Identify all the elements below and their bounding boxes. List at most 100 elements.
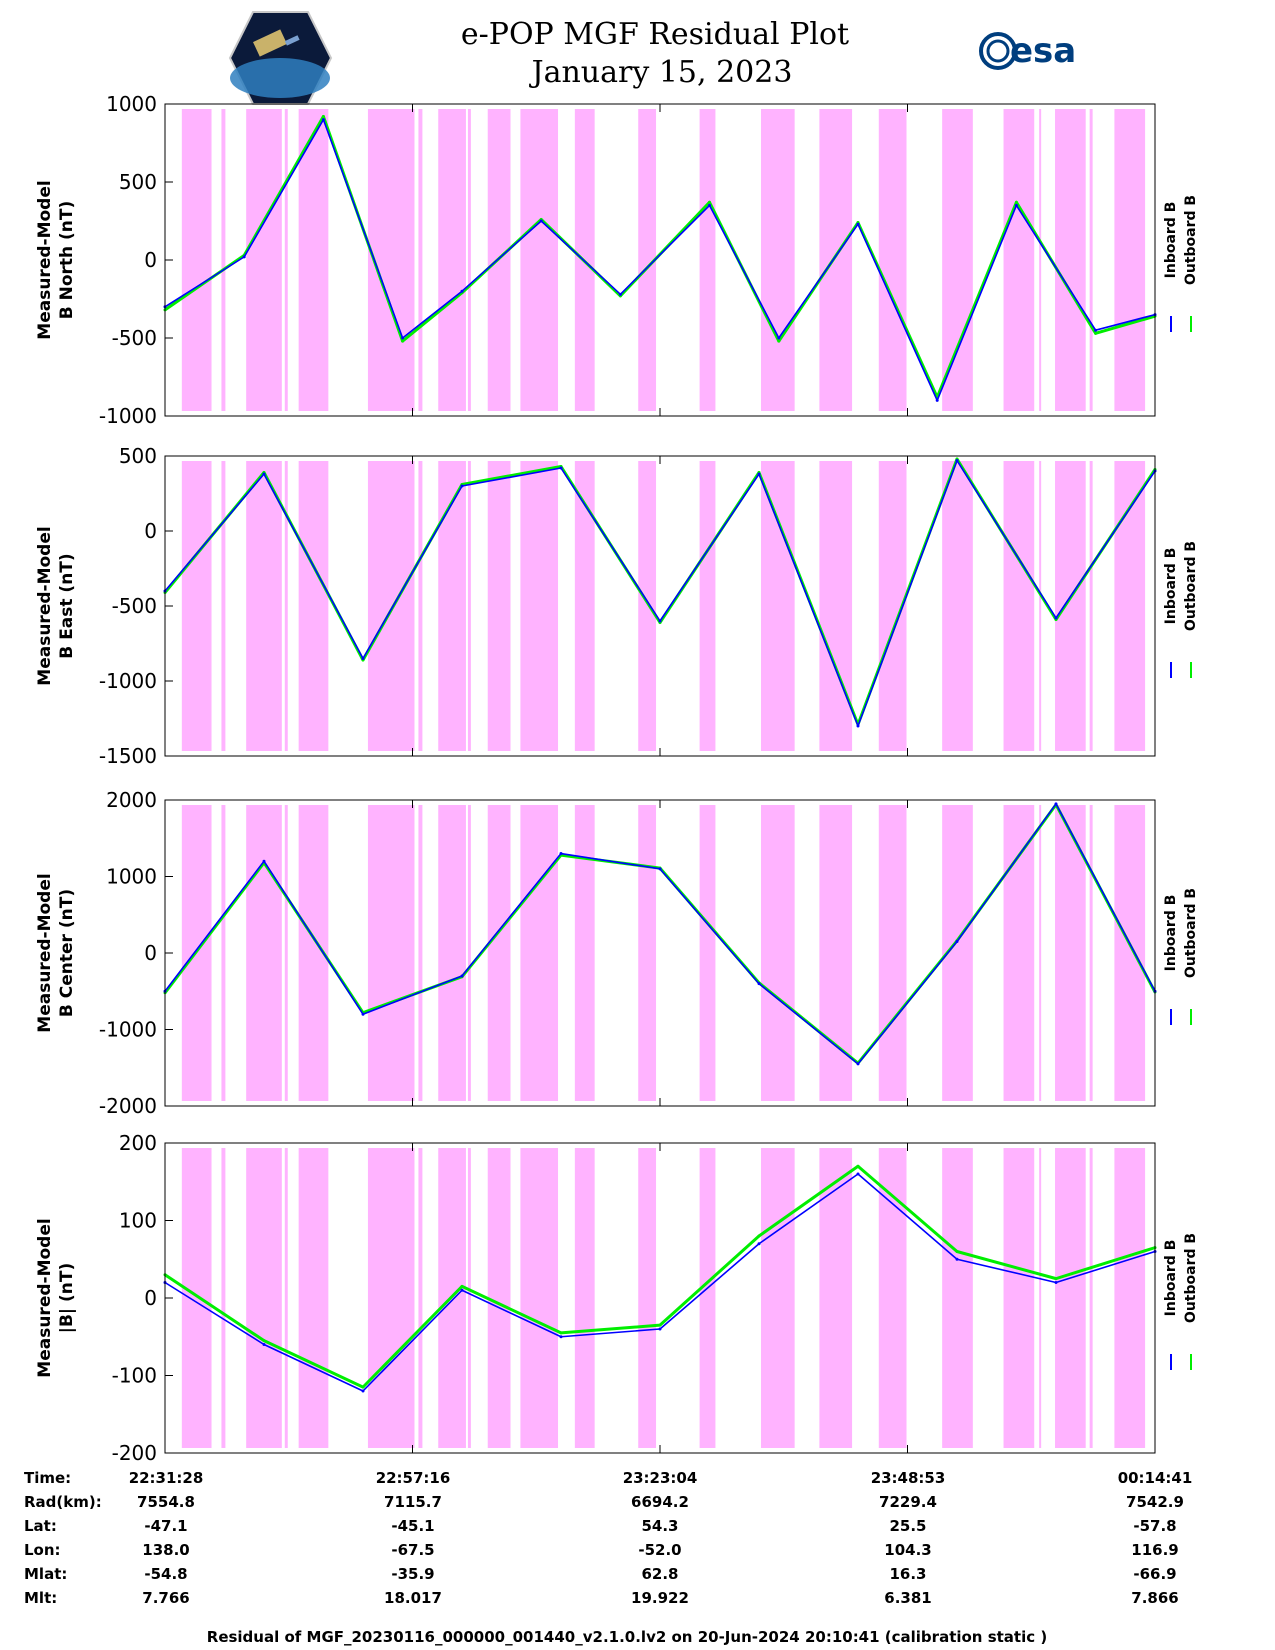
shade-band bbox=[418, 805, 423, 1101]
shade-band bbox=[1089, 109, 1093, 411]
data-point bbox=[658, 867, 662, 871]
y-tick-label: -1000 bbox=[99, 404, 157, 428]
data-point bbox=[658, 1327, 662, 1331]
shaded-intervals bbox=[181, 461, 1146, 751]
shade-band bbox=[438, 461, 466, 751]
legend-entry-inboard: Inboard B bbox=[1163, 202, 1179, 279]
orbit-info-table: Time: Rad(km): Lat: Lon: Mlat: Mlt: 22:31:28 75… bbox=[24, 1469, 1192, 1607]
data-point bbox=[757, 982, 761, 986]
orbit-cell: -52.0 bbox=[638, 1541, 681, 1559]
shade-band bbox=[520, 109, 559, 411]
shade-band bbox=[284, 461, 288, 751]
shade-band bbox=[638, 109, 657, 411]
orbit-cell: -54.8 bbox=[144, 1565, 187, 1583]
shade-band bbox=[699, 461, 716, 751]
data-point bbox=[955, 1250, 959, 1253]
shade-band bbox=[298, 461, 329, 751]
legend-entry-outboard: Outboard B bbox=[1183, 541, 1199, 631]
orbit-cell: 16.3 bbox=[889, 1565, 926, 1583]
data-point bbox=[242, 255, 246, 259]
orbit-cell: -67.5 bbox=[391, 1541, 434, 1559]
data-point bbox=[856, 724, 860, 728]
shade-band bbox=[760, 805, 795, 1101]
orbit-cell: 7554.8 bbox=[137, 1493, 195, 1511]
orbit-cell: -47.1 bbox=[144, 1517, 187, 1535]
shade-band bbox=[284, 805, 288, 1101]
shade-band bbox=[760, 461, 795, 751]
footer-caption: Residual of MGF_20230116_000000_001440_v… bbox=[207, 1628, 1047, 1646]
shade-band bbox=[367, 1148, 415, 1448]
data-point bbox=[757, 1242, 761, 1246]
orbit-cell: 6.381 bbox=[884, 1589, 931, 1607]
shade-band bbox=[467, 109, 471, 411]
shade-band bbox=[221, 805, 226, 1101]
shade-band bbox=[246, 109, 282, 411]
shade-band bbox=[760, 1148, 795, 1448]
data-point bbox=[460, 289, 464, 293]
shade-band bbox=[942, 461, 973, 751]
data-point bbox=[1094, 331, 1098, 335]
shade-band bbox=[878, 1148, 907, 1448]
panel-4: 200 100 0 -100 -200 Measured-Model |B| (nT) Inb… bbox=[35, 1131, 1199, 1465]
y-tick-label: 0 bbox=[144, 1286, 157, 1310]
data-point bbox=[955, 1257, 959, 1261]
shade-band bbox=[699, 805, 716, 1101]
cassiope-logo bbox=[228, 11, 333, 105]
shade-band bbox=[487, 805, 511, 1101]
shade-band bbox=[246, 461, 282, 751]
orbit-cell: -35.9 bbox=[391, 1565, 434, 1583]
shade-band bbox=[1114, 805, 1146, 1101]
orbit-cell: 22:31:28 bbox=[129, 1469, 204, 1487]
data-point bbox=[856, 1172, 860, 1176]
shade-band bbox=[819, 461, 853, 751]
y-axis-label-line1: Measured-Model bbox=[35, 180, 55, 339]
legend: Inboard B Outboard B bbox=[1163, 195, 1199, 332]
data-point bbox=[708, 200, 711, 204]
data-point bbox=[1054, 802, 1058, 806]
shade-band bbox=[574, 461, 595, 751]
orbit-cell: 7542.9 bbox=[1126, 1493, 1184, 1511]
shade-band bbox=[298, 1148, 329, 1448]
orbit-cell: 7.866 bbox=[1131, 1589, 1178, 1607]
legend-entry-inboard: Inboard B bbox=[1163, 895, 1179, 972]
panel-1: 1000 500 0 -500 -1000 Measured-Model B North (… bbox=[35, 92, 1199, 428]
orbit-cell: 6694.2 bbox=[631, 1493, 689, 1511]
data-point bbox=[1054, 1277, 1058, 1281]
orbit-row-label: Time: bbox=[24, 1469, 71, 1487]
y-tick-label: 0 bbox=[144, 519, 157, 543]
shade-band bbox=[574, 1148, 595, 1448]
orbit-cell: 7229.4 bbox=[879, 1493, 937, 1511]
shade-band bbox=[1055, 1148, 1086, 1448]
shade-band bbox=[878, 805, 907, 1101]
shade-band bbox=[418, 461, 423, 751]
y-tick-label: 500 bbox=[119, 444, 157, 468]
orbit-cell: 116.9 bbox=[1131, 1541, 1178, 1559]
shade-band bbox=[942, 109, 973, 411]
y-tick-label: -200 bbox=[112, 1441, 157, 1465]
shade-band bbox=[181, 461, 212, 751]
data-point bbox=[757, 472, 761, 476]
orbit-row-label: Rad(km): bbox=[24, 1493, 102, 1511]
data-point bbox=[401, 339, 405, 343]
legend-entry-inboard: Inboard B bbox=[1163, 1240, 1179, 1317]
legend: Inboard B Outboard B bbox=[1163, 541, 1199, 678]
orbit-cell: -66.9 bbox=[1133, 1565, 1176, 1583]
orbit-cell: 18.017 bbox=[384, 1589, 442, 1607]
shade-band bbox=[284, 109, 288, 411]
data-point bbox=[1054, 616, 1058, 620]
y-tick-label: 2000 bbox=[106, 788, 157, 812]
shade-band bbox=[819, 1148, 853, 1448]
shade-band bbox=[638, 1148, 657, 1448]
data-point bbox=[777, 336, 781, 340]
shade-band bbox=[487, 461, 511, 751]
shade-band bbox=[1003, 109, 1035, 411]
orbit-row-label: Mlat: bbox=[24, 1565, 67, 1583]
y-axis-label-line2: B North (nT) bbox=[57, 201, 77, 320]
y-tick-label: 0 bbox=[144, 248, 157, 272]
shade-band bbox=[638, 461, 657, 751]
orbit-cell: 19.922 bbox=[631, 1589, 689, 1607]
data-point bbox=[1094, 328, 1098, 332]
legend-entry-outboard: Outboard B bbox=[1183, 1233, 1199, 1323]
